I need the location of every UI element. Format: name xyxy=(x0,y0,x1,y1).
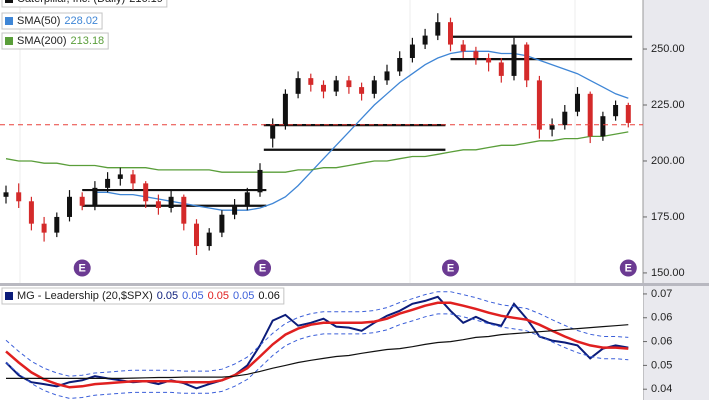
legend-text: SMA(200) xyxy=(17,35,67,47)
legend-swatch xyxy=(5,37,13,45)
candle-body xyxy=(422,35,428,45)
candle-body xyxy=(143,183,149,202)
candle-body xyxy=(194,223,199,247)
candle-body xyxy=(448,22,453,45)
indicator-line xyxy=(5,301,629,389)
earnings-label: E xyxy=(259,262,266,274)
legend-swatch xyxy=(5,0,13,3)
candle-body xyxy=(282,93,288,126)
legend-text: MG - Leadership (20,$SPX) xyxy=(17,290,153,302)
legend-text: 0.05 xyxy=(182,290,203,302)
earnings-marker xyxy=(73,259,91,277)
candle-body xyxy=(79,196,85,206)
legend-box xyxy=(1,12,103,30)
candle-body xyxy=(333,80,339,92)
earnings-marker xyxy=(254,259,272,277)
candle-body xyxy=(371,80,377,94)
candle-body xyxy=(524,44,530,81)
y-tick-label: 0.07 xyxy=(651,288,672,300)
indicator-line xyxy=(6,324,629,379)
candle-body xyxy=(625,105,631,123)
sma-line xyxy=(5,131,629,173)
y-tick-label: 250.00 xyxy=(651,43,685,55)
candle-body xyxy=(155,201,161,208)
legend-text: 0.05 xyxy=(233,290,254,302)
candle-body xyxy=(486,57,492,63)
legend-box xyxy=(1,0,168,8)
axis-background xyxy=(643,0,709,400)
y-tick-label: 150.00 xyxy=(651,267,685,279)
legend-text: Caterpillar, Inc. (Daily) xyxy=(17,0,125,5)
candle-body xyxy=(244,192,250,206)
candle-body xyxy=(409,44,415,58)
indicator-line xyxy=(5,291,629,377)
y-tick-label: 175.00 xyxy=(651,211,685,223)
candle-body xyxy=(460,44,466,52)
candle-body xyxy=(270,125,276,139)
legend-swatch xyxy=(5,292,13,300)
legend-box xyxy=(1,287,285,305)
earnings-label: E xyxy=(447,262,454,274)
candle-body xyxy=(117,174,123,179)
earnings-marker xyxy=(619,259,637,277)
legend-text: 0.05 xyxy=(208,290,229,302)
candle-body xyxy=(130,174,136,184)
legend-swatch xyxy=(5,17,13,25)
candle-body xyxy=(613,105,619,117)
y-tick-label: 0.04 xyxy=(651,383,672,395)
candle-body xyxy=(536,80,542,130)
candle-body xyxy=(359,87,365,94)
legend-text: 0.05 xyxy=(157,290,178,302)
candle-body xyxy=(575,93,580,112)
candle-body xyxy=(168,196,174,208)
candle-body xyxy=(54,216,60,233)
candle-body xyxy=(397,57,403,72)
candle-body xyxy=(498,62,504,76)
candle-body xyxy=(549,125,555,130)
candle-body xyxy=(219,214,225,233)
candle-body xyxy=(232,205,238,215)
candle-body xyxy=(3,192,9,197)
legend-text: 216.19 xyxy=(129,0,163,5)
candle-body xyxy=(511,44,517,76)
legend-box xyxy=(1,32,109,50)
candle-body xyxy=(600,116,606,137)
candle-body xyxy=(346,80,352,88)
legend-text: 228.02 xyxy=(64,15,98,27)
legend-text: 0.06 xyxy=(258,290,279,302)
candle-body xyxy=(28,201,34,224)
earnings-marker xyxy=(442,259,459,277)
earnings-label: E xyxy=(79,262,86,274)
candle-body xyxy=(105,178,111,188)
legend-text: 213.18 xyxy=(71,35,105,47)
candle-body xyxy=(41,223,47,233)
earnings-label: E xyxy=(625,262,632,274)
y-tick-label: 0.06 xyxy=(651,335,672,347)
candle-body xyxy=(67,196,72,217)
legend-text: SMA(50) xyxy=(17,15,60,27)
candle-body xyxy=(181,196,187,224)
candle-body xyxy=(257,169,263,193)
candle-body xyxy=(473,51,479,58)
indicator-line xyxy=(5,313,629,399)
candle-body xyxy=(16,192,22,202)
candle-body xyxy=(384,71,390,81)
panel-divider xyxy=(0,283,709,286)
candle-body xyxy=(562,111,568,126)
indicator-panel xyxy=(0,286,643,400)
y-tick-label: 200.00 xyxy=(651,155,685,167)
candle-body xyxy=(295,78,301,94)
y-tick-label: 0.05 xyxy=(651,359,672,371)
candle-body xyxy=(92,187,98,206)
y-tick-label: 225.00 xyxy=(651,99,685,111)
candle-body xyxy=(587,93,593,137)
candle-body xyxy=(321,84,326,92)
candle-body xyxy=(435,22,441,36)
y-tick-label: 0.06 xyxy=(651,312,672,324)
candle-body xyxy=(206,232,212,247)
candle-body xyxy=(308,78,314,85)
